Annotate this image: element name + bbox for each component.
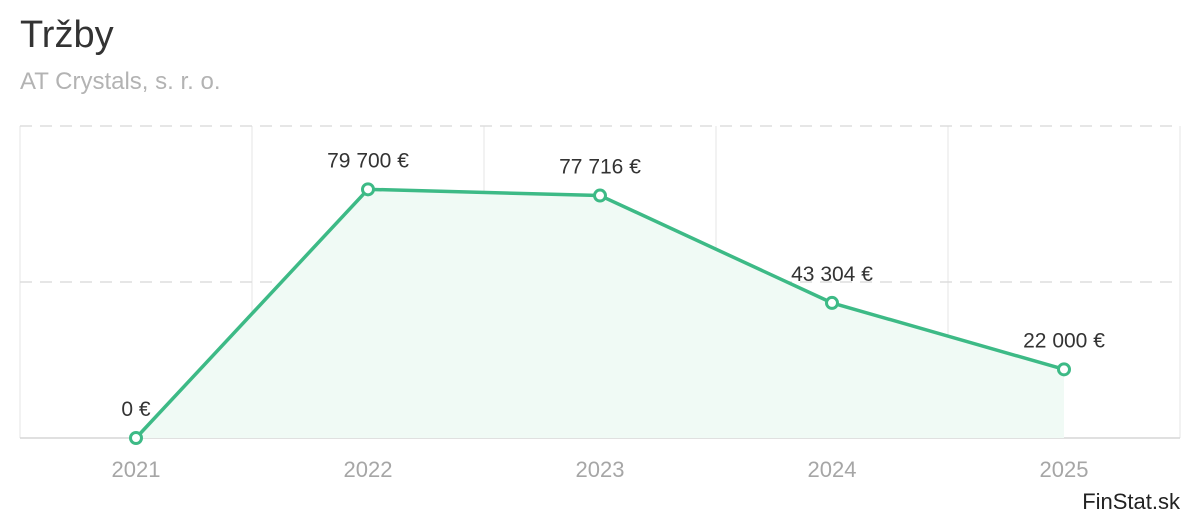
data-labels: 0 € 79 700 € 77 716 € 43 304 € 22 000 € — [121, 149, 1105, 421]
data-label: 43 304 € — [791, 263, 873, 286]
data-label: 79 700 € — [327, 149, 409, 172]
x-tick-label: 2023 — [576, 457, 625, 482]
data-points — [129, 182, 1071, 445]
data-point[interactable] — [593, 188, 607, 203]
data-label: 77 716 € — [559, 156, 641, 179]
data-label: 22 000 € — [1023, 329, 1105, 352]
x-tick-label: 2025 — [1040, 457, 1089, 482]
x-tick-label: 2021 — [112, 457, 161, 482]
x-tick-label: 2024 — [808, 457, 857, 482]
chart-subtitle: AT Crystals, s. r. o. — [20, 68, 221, 95]
x-tick-label: 2022 — [344, 457, 393, 482]
chart-title: Tržby — [20, 14, 114, 56]
credit-link[interactable]: FinStat.sk — [1082, 489, 1180, 514]
data-point[interactable] — [1057, 362, 1071, 377]
area-fill — [136, 189, 1064, 438]
x-axis-ticks: 2021 2022 2023 2024 2025 — [112, 457, 1089, 482]
data-point[interactable] — [825, 295, 839, 310]
data-label: 0 € — [121, 398, 151, 421]
data-point[interactable] — [361, 182, 375, 197]
data-point[interactable] — [129, 431, 143, 445]
